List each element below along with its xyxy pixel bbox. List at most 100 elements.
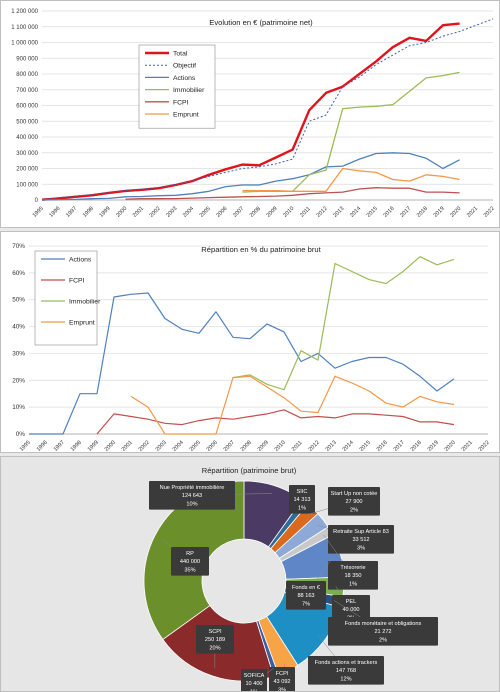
y-tick-label: 300 000 bbox=[16, 151, 38, 157]
slice-percent: 1% bbox=[250, 689, 258, 691]
slice-label: SOFICA bbox=[244, 673, 265, 679]
slice-value: 440 000 bbox=[180, 559, 200, 565]
y-tick-label: 500 000 bbox=[16, 119, 38, 125]
x-tick-label: 2010 bbox=[274, 440, 287, 452]
slice-percent: 20% bbox=[209, 645, 220, 651]
slice-label: Fonds actions et trackers bbox=[315, 660, 378, 666]
net-worth-chart: 0 100 000 200 000 300 000 400 000 500 000 600 … bbox=[11, 9, 496, 219]
y-tick-label: 700 000 bbox=[16, 88, 38, 94]
slice-percent: 7% bbox=[302, 601, 310, 607]
series-line-immobilier bbox=[242, 71, 460, 193]
x-tick-label: 2016 bbox=[376, 440, 389, 452]
x-tick-label: 2003 bbox=[165, 206, 178, 219]
slice-value: 14 313 bbox=[293, 497, 310, 503]
net-worth-chart-panel: 0 100 000 200 000 300 000 400 000 500 000 600 … bbox=[0, 0, 500, 228]
x-tick-label: 2004 bbox=[182, 206, 195, 219]
y-tick-label: 10% bbox=[12, 404, 25, 411]
legend-label: Actions bbox=[173, 75, 196, 82]
x-tick-label: 2020 bbox=[449, 206, 462, 219]
legend-box bbox=[34, 250, 98, 346]
series-line-emprunt bbox=[130, 375, 455, 435]
y-tick-label: 60% bbox=[12, 270, 25, 277]
chart-title: Répartition en % du patrimoine brut bbox=[201, 245, 321, 254]
legend-label: Emprunt bbox=[69, 320, 95, 327]
x-tick-label: 1997 bbox=[53, 440, 66, 452]
slice-label: SCPI bbox=[208, 629, 222, 635]
y-tick-label: 200 000 bbox=[16, 167, 38, 173]
x-tick-label: 1997 bbox=[65, 206, 78, 219]
y-tick-label: 1 000 000 bbox=[11, 41, 38, 47]
slice-percent: 1% bbox=[349, 581, 357, 587]
x-tick-label: 2005 bbox=[189, 440, 202, 452]
slice-percent: 2% bbox=[379, 637, 387, 643]
callout-box bbox=[328, 487, 380, 516]
callout-box bbox=[149, 481, 235, 510]
x-tick-label: 2007 bbox=[232, 206, 245, 219]
x-tick-label: 2007 bbox=[223, 440, 236, 452]
y-tick-label: 30% bbox=[12, 350, 25, 357]
series-line-fcpi bbox=[125, 187, 460, 200]
legend-label: Immobilier bbox=[173, 87, 205, 94]
x-tick-label: 2003 bbox=[155, 440, 168, 452]
x-tick-label: 1995 bbox=[19, 440, 32, 452]
series-line-fcpi bbox=[96, 409, 455, 435]
x-tick-label: 2002 bbox=[149, 206, 162, 219]
y-tick-label: 40% bbox=[12, 324, 25, 331]
slice-value: 88 163 bbox=[297, 593, 314, 599]
x-tick-label: 1999 bbox=[99, 206, 112, 219]
slice-label: Fonds monétaire et obligations bbox=[345, 621, 422, 627]
x-tick-label: 2021 bbox=[461, 440, 474, 452]
x-tick-label: 2013 bbox=[332, 206, 345, 219]
x-tick-label: 2006 bbox=[206, 440, 219, 452]
slice-label: Nue Propriété immobilière bbox=[160, 485, 225, 491]
x-tick-label: 2001 bbox=[132, 206, 145, 219]
slice-value: 43 092 bbox=[273, 679, 290, 685]
slice-percent: 12% bbox=[340, 676, 351, 682]
slice-value: 33 512 bbox=[352, 537, 369, 543]
y-tick-label: 1 100 000 bbox=[11, 25, 38, 31]
series-line-immobilier bbox=[232, 256, 455, 391]
x-tick-label: 2018 bbox=[416, 206, 429, 219]
callout-box bbox=[286, 581, 326, 610]
x-tick-label: 2008 bbox=[240, 440, 253, 452]
callout-box bbox=[269, 667, 295, 691]
x-tick-label: 2014 bbox=[349, 206, 362, 219]
x-tick-label: 2009 bbox=[257, 440, 270, 452]
callout-box bbox=[328, 561, 378, 590]
slice-percent: 2% bbox=[350, 507, 358, 513]
allocation-donut-panel: Répartition (patrimoine brut) Nue Proprié… bbox=[0, 456, 500, 692]
allocation-percent-chart-panel: 0% 10% 20% 30% 40% 50% 60% 70% 1995 1996 1997 1998 1… bbox=[0, 231, 500, 453]
slice-label: SIIC bbox=[297, 489, 308, 495]
x-tick-label: 1999 bbox=[87, 440, 100, 452]
x-tick-label: 2000 bbox=[115, 206, 128, 219]
slice-percent: 3% bbox=[357, 545, 365, 551]
x-tick-label: 2006 bbox=[216, 206, 229, 219]
allocation-donut-chart: Répartition (patrimoine brut) Nue Proprié… bbox=[143, 466, 438, 691]
x-tick-label: 2014 bbox=[342, 440, 355, 452]
legend-label: Actions bbox=[69, 257, 92, 264]
x-tick-label: 1998 bbox=[70, 440, 83, 452]
allocation-percent-chart: 0% 10% 20% 30% 40% 50% 60% 70% 1995 1996 1997 1998 1… bbox=[12, 243, 491, 452]
callout-box bbox=[289, 485, 315, 514]
slice-percent: 1% bbox=[298, 505, 306, 511]
legend-label: Emprunt bbox=[173, 112, 199, 119]
y-tick-label: 400 000 bbox=[16, 135, 38, 141]
slice-label: Retraite Sup Article 83 bbox=[333, 529, 389, 535]
legend-label: FCPI bbox=[69, 278, 85, 285]
series-line-actions bbox=[29, 292, 455, 435]
legend-label: FCPI bbox=[173, 99, 189, 106]
slice-label: Start Up non cotée bbox=[331, 491, 378, 497]
chart-title: Répartition (patrimoine brut) bbox=[202, 466, 297, 475]
x-tick-label: 1996 bbox=[48, 206, 61, 219]
legend-label: Total bbox=[173, 51, 188, 58]
y-tick-label: 20% bbox=[12, 377, 25, 384]
x-tick-label: 1995 bbox=[32, 206, 45, 219]
x-tick-label: 2004 bbox=[172, 440, 185, 452]
callout-box bbox=[332, 595, 370, 624]
slice-label: RP bbox=[186, 551, 194, 557]
x-tick-label: 2020 bbox=[444, 440, 457, 452]
callout-box bbox=[328, 617, 438, 646]
callout-box bbox=[328, 525, 394, 554]
y-tick-label: 0 bbox=[35, 198, 39, 204]
slice-label: Trésorerie bbox=[340, 565, 365, 571]
